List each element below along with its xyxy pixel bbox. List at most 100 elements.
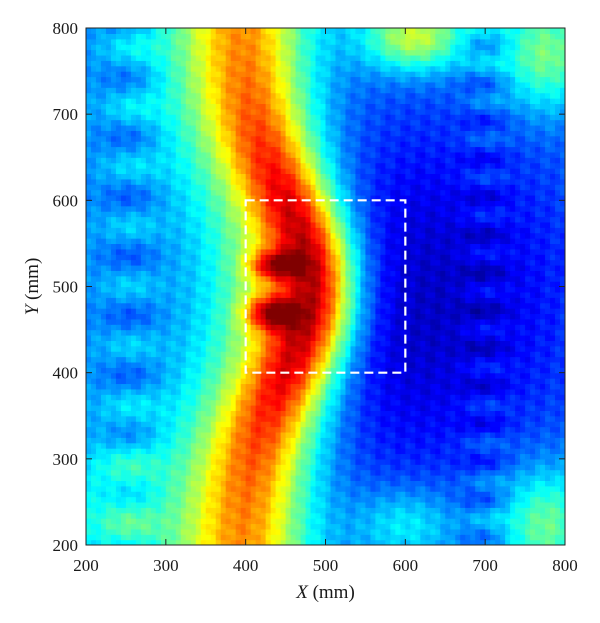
- heatmap-cell: [305, 383, 312, 390]
- heatmap-cell: [315, 388, 322, 395]
- heatmap-cell: [495, 448, 501, 455]
- heatmap-cell: [370, 394, 376, 401]
- heatmap-cell: [510, 383, 516, 390]
- heatmap-cell: [520, 378, 526, 385]
- heatmap-cell: [265, 302, 272, 309]
- heatmap-cell: [530, 539, 536, 545]
- heatmap-cell: [365, 512, 372, 519]
- heatmap-cell: [120, 345, 127, 352]
- heatmap-cell: [350, 458, 357, 465]
- heatmap-cell: [280, 512, 287, 519]
- heatmap-cell: [260, 512, 267, 519]
- heatmap-cell: [135, 496, 142, 503]
- heatmap-cell: [420, 318, 426, 325]
- heatmap-cell: [260, 372, 267, 379]
- heatmap-cell: [485, 275, 491, 282]
- heatmap-cell: [445, 528, 451, 535]
- heatmap-cell: [415, 324, 421, 331]
- heatmap-cell: [100, 469, 107, 476]
- heatmap-cell: [360, 329, 367, 336]
- heatmap-cell: [425, 308, 431, 315]
- heatmap-cell: [200, 286, 207, 293]
- heatmap-cell: [95, 361, 102, 368]
- heatmap-cell: [450, 399, 456, 406]
- heatmap-cell: [495, 297, 501, 304]
- heatmap-cell: [355, 356, 362, 363]
- heatmap-cell: [210, 453, 217, 460]
- heatmap-cell: [295, 491, 302, 498]
- heatmap-cell: [405, 345, 411, 352]
- heatmap-cell: [420, 361, 426, 368]
- heatmap-cell: [95, 523, 102, 530]
- heatmap-cell: [560, 286, 565, 293]
- heatmap-cell: [555, 448, 561, 455]
- heatmap-cell: [355, 404, 362, 411]
- heatmap-cell: [375, 496, 381, 503]
- heatmap-cell: [290, 485, 297, 492]
- heatmap-cell: [86, 404, 92, 411]
- heatmap-cell: [510, 453, 516, 460]
- heatmap-cell: [245, 356, 252, 363]
- heatmap-cell: [86, 518, 92, 525]
- heatmap-cell: [405, 485, 411, 492]
- heatmap-cell: [165, 302, 172, 309]
- heatmap-cell: [135, 421, 142, 428]
- heatmap-cell: [150, 372, 157, 379]
- heatmap-cell: [125, 426, 132, 433]
- heatmap-cell: [170, 480, 177, 487]
- heatmap-cell: [500, 496, 506, 503]
- heatmap-cell: [290, 501, 297, 508]
- heatmap-cell: [335, 318, 342, 325]
- heatmap-cell: [220, 340, 227, 347]
- heatmap-cell: [200, 372, 207, 379]
- heatmap-cell: [195, 431, 202, 438]
- heatmap-cell: [220, 491, 227, 498]
- heatmap-cell: [450, 378, 456, 385]
- heatmap-cell: [390, 480, 396, 487]
- heatmap-cell: [335, 469, 342, 476]
- heatmap-cell: [315, 313, 322, 320]
- heatmap-cell: [480, 334, 486, 341]
- heatmap-cell: [445, 383, 451, 390]
- heatmap-cell: [280, 372, 287, 379]
- heatmap-cell: [415, 480, 421, 487]
- heatmap-cell: [325, 345, 332, 352]
- heatmap-cell: [310, 442, 317, 449]
- heatmap-cell: [165, 464, 172, 471]
- heatmap-cell: [515, 302, 521, 309]
- heatmap-cell: [415, 318, 421, 325]
- heatmap-cell: [125, 496, 132, 503]
- heatmap-cell: [120, 458, 127, 465]
- heatmap-cell: [145, 507, 152, 514]
- heatmap-cell: [285, 442, 292, 449]
- heatmap-cell: [545, 394, 551, 401]
- heatmap-cell: [140, 485, 147, 492]
- heatmap-cell: [210, 528, 217, 535]
- heatmap-cell: [400, 329, 406, 336]
- heatmap-cell: [145, 464, 152, 471]
- heatmap-cell: [215, 453, 222, 460]
- heatmap-cell: [455, 356, 461, 363]
- heatmap-cell: [210, 518, 217, 525]
- heatmap-cell: [185, 539, 192, 545]
- heatmap-cell: [215, 458, 222, 465]
- heatmap-cell: [495, 340, 501, 347]
- heatmap-cell: [560, 313, 565, 320]
- heatmap-cell: [130, 351, 137, 358]
- heatmap-cell: [360, 313, 367, 320]
- heatmap-cell: [380, 372, 386, 379]
- heatmap-cell: [115, 394, 122, 401]
- heatmap-cell: [175, 308, 182, 315]
- heatmap-cell: [525, 378, 531, 385]
- heatmap-cell: [385, 302, 391, 309]
- heatmap-cell: [340, 275, 347, 282]
- heatmap-cell: [350, 474, 357, 481]
- heatmap-cell: [420, 340, 426, 347]
- heatmap-cell: [185, 474, 192, 481]
- heatmap-cell: [555, 518, 561, 525]
- heatmap-cell: [420, 394, 426, 401]
- heatmap-cell: [430, 313, 436, 320]
- heatmap-cell: [125, 378, 132, 385]
- heatmap-cell: [255, 308, 262, 315]
- heatmap-cell: [265, 394, 272, 401]
